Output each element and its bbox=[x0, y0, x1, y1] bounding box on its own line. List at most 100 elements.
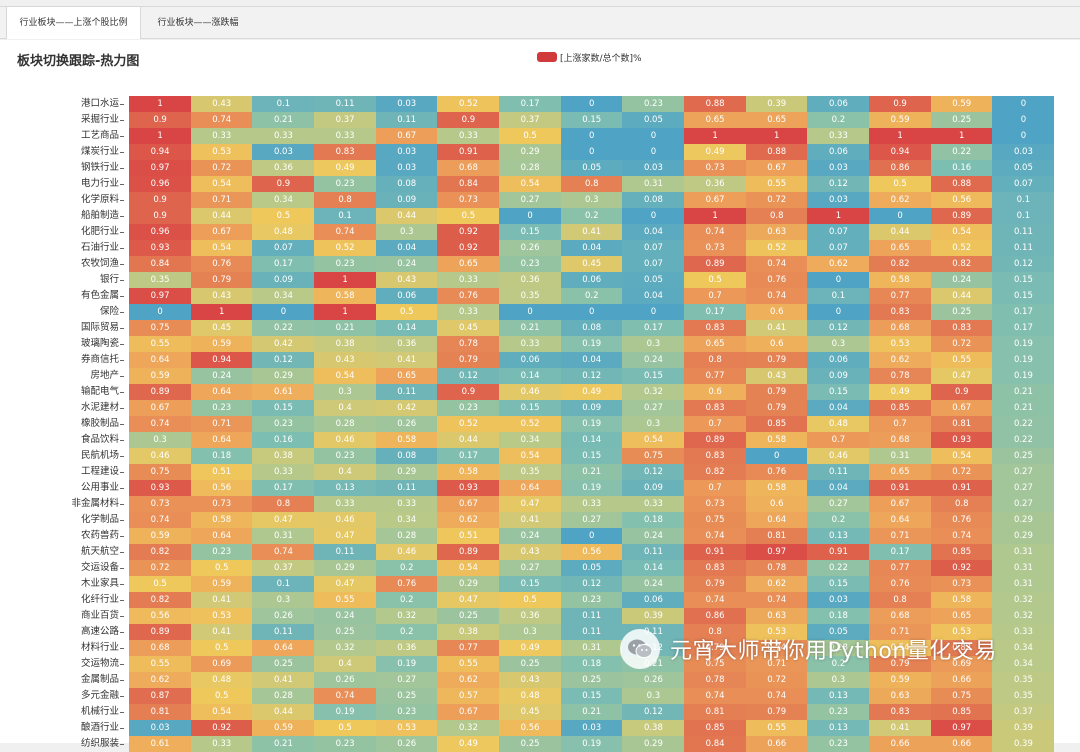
heatmap-cell[interactable]: 0.31 bbox=[992, 544, 1055, 560]
heatmap-cell[interactable]: 0.25 bbox=[437, 608, 500, 624]
heatmap-cell[interactable]: 0.15 bbox=[992, 288, 1055, 304]
heatmap-cell[interactable]: 0.05 bbox=[807, 624, 870, 640]
heatmap-cell[interactable]: 0.8 bbox=[930, 496, 993, 512]
heatmap-cell[interactable]: 0.53 bbox=[869, 336, 932, 352]
heatmap-cell[interactable]: 0.26 bbox=[375, 416, 438, 432]
heatmap-cell[interactable]: 0.45 bbox=[499, 704, 562, 720]
heatmap-cell[interactable]: 1 bbox=[930, 128, 993, 144]
heatmap-cell[interactable]: 0.32 bbox=[992, 592, 1055, 608]
heatmap-cell[interactable]: 0.72 bbox=[745, 672, 808, 688]
heatmap-cell[interactable]: 0.55 bbox=[129, 656, 192, 672]
heatmap-cell[interactable]: 0.31 bbox=[869, 448, 932, 464]
heatmap-cell[interactable]: 0.12 bbox=[560, 368, 623, 384]
heatmap-cell[interactable]: 0.23 bbox=[190, 400, 253, 416]
heatmap-cell[interactable]: 0.23 bbox=[190, 544, 253, 560]
heatmap-cell[interactable]: 0 bbox=[869, 208, 932, 224]
heatmap-cell[interactable]: 0.64 bbox=[869, 512, 932, 528]
heatmap-cell[interactable]: 0.43 bbox=[190, 96, 253, 112]
heatmap-cell[interactable]: 0.41 bbox=[375, 352, 438, 368]
heatmap-cell[interactable]: 0.18 bbox=[807, 608, 870, 624]
heatmap-cell[interactable]: 0.12 bbox=[622, 704, 685, 720]
heatmap-cell[interactable]: 0.43 bbox=[190, 288, 253, 304]
heatmap-cell[interactable]: 0.29 bbox=[252, 368, 315, 384]
heatmap-cell[interactable]: 0.72 bbox=[745, 192, 808, 208]
heatmap-cell[interactable]: 0.37 bbox=[314, 112, 377, 128]
heatmap-cell[interactable]: 0.19 bbox=[560, 736, 623, 752]
heatmap-cell[interactable]: 0.41 bbox=[190, 624, 253, 640]
heatmap-cell[interactable]: 0.11 bbox=[622, 544, 685, 560]
heatmap-cell[interactable]: 0.09 bbox=[560, 400, 623, 416]
heatmap-cell[interactable]: 0.27 bbox=[992, 464, 1055, 480]
heatmap-cell[interactable]: 0.33 bbox=[437, 128, 500, 144]
heatmap-cell[interactable]: 0.88 bbox=[684, 96, 747, 112]
heatmap-cell[interactable]: 0.3 bbox=[129, 432, 192, 448]
heatmap-cell[interactable]: 0.85 bbox=[869, 400, 932, 416]
heatmap-cell[interactable]: 0.05 bbox=[622, 112, 685, 128]
heatmap-cell[interactable]: 0.39 bbox=[745, 96, 808, 112]
heatmap-cell[interactable]: 0.21 bbox=[252, 736, 315, 752]
heatmap-cell[interactable]: 0.5 bbox=[252, 208, 315, 224]
heatmap-cell[interactable]: 0.1 bbox=[252, 576, 315, 592]
heatmap-cell[interactable]: 0.35 bbox=[499, 288, 562, 304]
heatmap-cell[interactable]: 0.79 bbox=[684, 640, 747, 656]
heatmap-cell[interactable]: 0.15 bbox=[807, 576, 870, 592]
heatmap-cell[interactable]: 0.53 bbox=[930, 624, 993, 640]
heatmap-cell[interactable]: 0.75 bbox=[684, 656, 747, 672]
heatmap-cell[interactable]: 0.73 bbox=[684, 496, 747, 512]
heatmap-cell[interactable]: 0.48 bbox=[499, 688, 562, 704]
heatmap-cell[interactable]: 0.33 bbox=[499, 336, 562, 352]
heatmap-cell[interactable]: 0 bbox=[560, 144, 623, 160]
heatmap-cell[interactable]: 0.83 bbox=[684, 320, 747, 336]
heatmap-cell[interactable]: 0.33 bbox=[560, 496, 623, 512]
heatmap-cell[interactable]: 0.43 bbox=[745, 368, 808, 384]
heatmap-cell[interactable]: 0.81 bbox=[745, 528, 808, 544]
heatmap-cell[interactable]: 0.43 bbox=[499, 544, 562, 560]
heatmap-cell[interactable]: 0.23 bbox=[807, 736, 870, 752]
heatmap-cell[interactable]: 0.96 bbox=[129, 176, 192, 192]
heatmap-cell[interactable]: 0.35 bbox=[992, 672, 1055, 688]
heatmap-cell[interactable]: 0.82 bbox=[869, 256, 932, 272]
heatmap-cell[interactable]: 0.15 bbox=[992, 272, 1055, 288]
heatmap-cell[interactable]: 0.41 bbox=[252, 672, 315, 688]
heatmap-cell[interactable]: 0.11 bbox=[375, 112, 438, 128]
heatmap-cell[interactable]: 0.36 bbox=[375, 336, 438, 352]
heatmap-cell[interactable]: 0.93 bbox=[930, 432, 993, 448]
heatmap-cell[interactable]: 0.2 bbox=[807, 656, 870, 672]
heatmap-cell[interactable]: 0.74 bbox=[745, 640, 808, 656]
heatmap-cell[interactable]: 0.5 bbox=[190, 688, 253, 704]
heatmap-cell[interactable]: 0.37 bbox=[499, 112, 562, 128]
heatmap-cell[interactable]: 0.93 bbox=[129, 480, 192, 496]
heatmap-cell[interactable]: 0 bbox=[622, 304, 685, 320]
heatmap-cell[interactable]: 0.27 bbox=[992, 480, 1055, 496]
heatmap-cell[interactable]: 0.46 bbox=[375, 544, 438, 560]
heatmap-cell[interactable]: 0.63 bbox=[745, 224, 808, 240]
heatmap-cell[interactable]: 0.33 bbox=[252, 128, 315, 144]
heatmap-cell[interactable]: 0.92 bbox=[190, 720, 253, 736]
heatmap-cell[interactable]: 0.24 bbox=[622, 528, 685, 544]
heatmap-cell[interactable]: 0.79 bbox=[684, 576, 747, 592]
heatmap-cell[interactable]: 0 bbox=[129, 304, 192, 320]
heatmap-cell[interactable]: 0.54 bbox=[622, 432, 685, 448]
heatmap-cell[interactable]: 0.89 bbox=[684, 256, 747, 272]
heatmap-cell[interactable]: 0.65 bbox=[869, 240, 932, 256]
heatmap-cell[interactable]: 0.5 bbox=[190, 640, 253, 656]
heatmap-cell[interactable]: 0.44 bbox=[930, 288, 993, 304]
heatmap-cell[interactable]: 0.22 bbox=[992, 432, 1055, 448]
heatmap-cell[interactable]: 0.8 bbox=[869, 592, 932, 608]
heatmap-cell[interactable]: 0.55 bbox=[129, 336, 192, 352]
heatmap-cell[interactable]: 1 bbox=[807, 208, 870, 224]
heatmap-cell[interactable]: 0.73 bbox=[190, 496, 253, 512]
heatmap-cell[interactable]: 0.25 bbox=[499, 656, 562, 672]
heatmap-cell[interactable]: 0.25 bbox=[252, 656, 315, 672]
chart-legend[interactable]: [上涨家数/总个数]% bbox=[537, 50, 642, 64]
heatmap-cell[interactable]: 0.69 bbox=[930, 656, 993, 672]
heatmap-cell[interactable]: 0.53 bbox=[745, 624, 808, 640]
heatmap-cell[interactable]: 0.41 bbox=[869, 720, 932, 736]
heatmap-cell[interactable]: 0.55 bbox=[745, 720, 808, 736]
heatmap-cell[interactable]: 0 bbox=[992, 128, 1055, 144]
heatmap-cell[interactable]: 0.09 bbox=[622, 480, 685, 496]
heatmap-cell[interactable]: 0.85 bbox=[684, 720, 747, 736]
heatmap-cell[interactable]: 0.82 bbox=[684, 464, 747, 480]
heatmap-cell[interactable]: 0.74 bbox=[314, 224, 377, 240]
heatmap-cell[interactable]: 0.03 bbox=[375, 144, 438, 160]
